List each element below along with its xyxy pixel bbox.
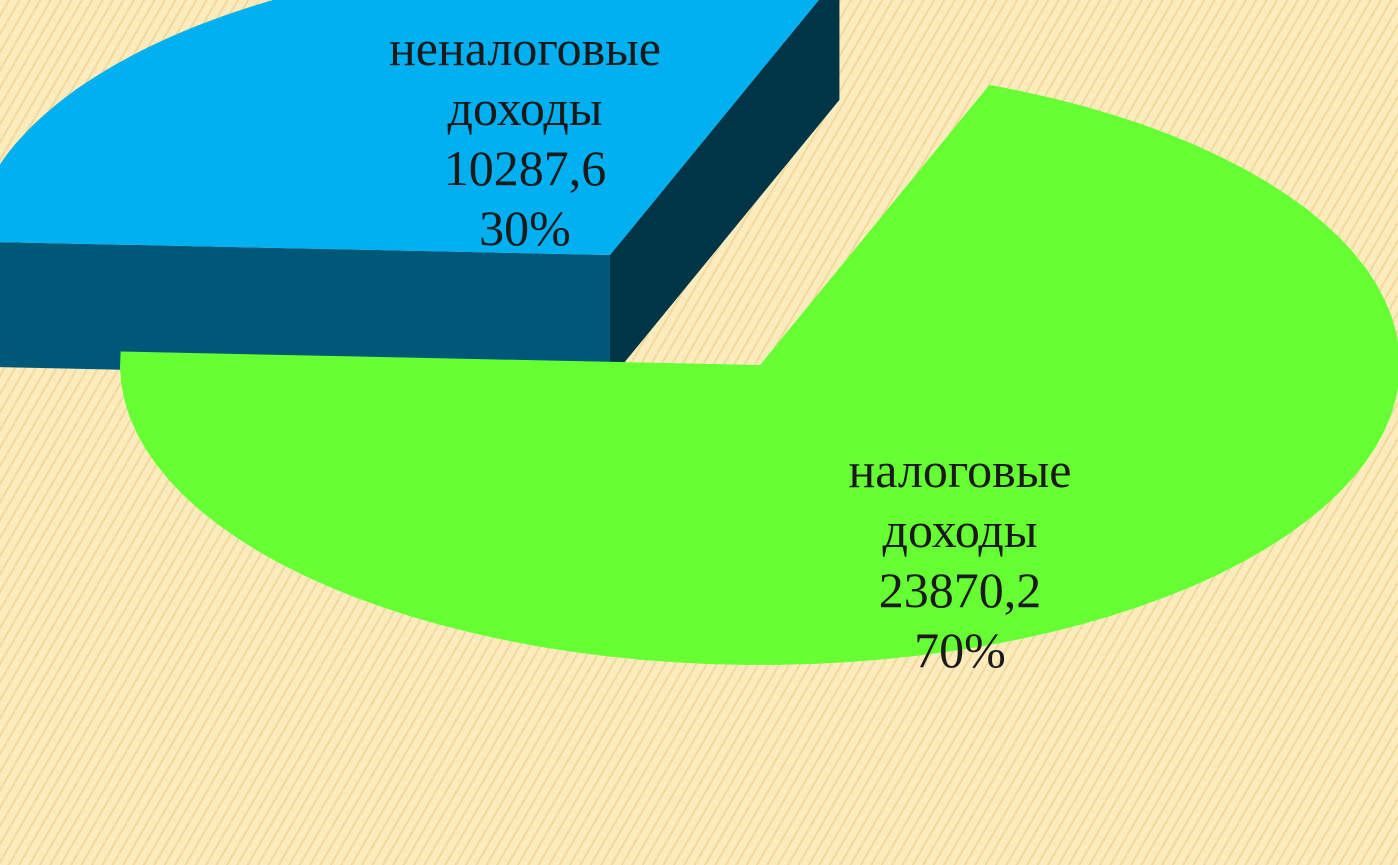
value-label: 10287,6 — [443, 140, 607, 196]
percent-label: 70% — [914, 622, 1006, 678]
slice-label: неналоговые доходы 10287,6 30% — [389, 18, 661, 258]
slice-cut-face — [610, 0, 840, 380]
category-label: налоговые доходы — [848, 442, 1072, 558]
pie-slice — [0, 0, 840, 380]
slice-top — [0, 0, 819, 255]
pie-slice — [120, 84, 1398, 665]
percent-label: 30% — [479, 200, 571, 256]
category-label: неналоговые доходы — [389, 20, 661, 136]
slice-cut-face — [0, 242, 610, 380]
value-label: 23870,2 — [878, 562, 1042, 618]
slice-label: налоговые доходы 23870,2 70% — [849, 440, 1072, 680]
slice-top — [120, 84, 1398, 665]
